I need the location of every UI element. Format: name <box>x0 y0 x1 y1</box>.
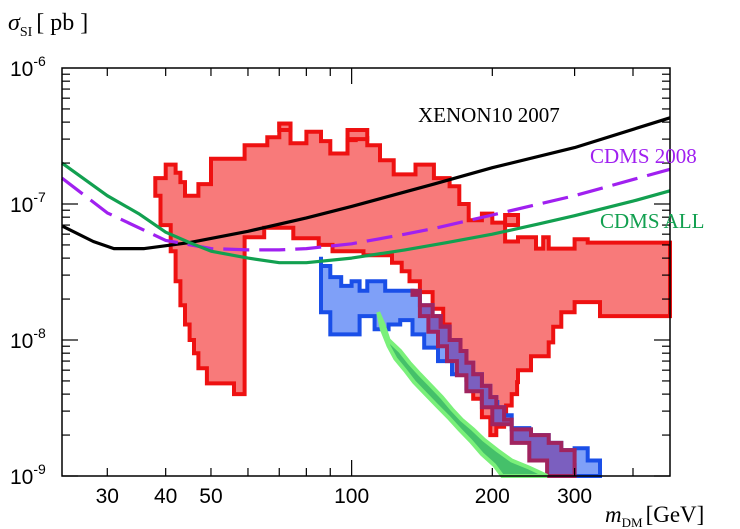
x-tick-label: 30 <box>96 485 119 508</box>
y-tick-label: 10-8 <box>10 325 46 353</box>
purple-region <box>410 288 577 478</box>
red-region-island-0 <box>277 121 293 133</box>
cdms-2008-label: CDMS 2008 <box>590 144 697 168</box>
axis-ticks: 10-9 10-8 10-7 10-6 30 40 50 100 200 300 <box>10 53 670 508</box>
y-tick-label: 10-9 <box>10 461 46 489</box>
cdms-all-curve <box>61 161 671 265</box>
allowed-regions <box>153 121 672 478</box>
x-tick-label: 300 <box>557 485 592 508</box>
x-tick-label: 200 <box>475 485 510 508</box>
red-region-island-1 <box>345 128 370 142</box>
y-tick-label: 10-7 <box>10 189 46 217</box>
red-region-island-2 <box>503 213 521 228</box>
red-region <box>153 121 672 438</box>
x-axis-label: mDM [GeV] <box>605 502 704 529</box>
exclusion-curves <box>61 116 671 265</box>
xenon10-2007-label: XENON10 2007 <box>418 103 560 127</box>
x-tick-label: 100 <box>334 485 369 508</box>
plot-frame <box>61 67 671 477</box>
y-tick-label: 10-6 <box>10 53 46 81</box>
cdms-all-label: CDMS ALL <box>600 209 704 233</box>
y-axis-label: σSI[ pb ] <box>8 10 88 40</box>
x-tick-label: 50 <box>199 485 222 508</box>
cdms-2008-curve <box>61 167 671 252</box>
xenon10-2007-curve <box>61 116 671 251</box>
x-tick-label: 40 <box>154 485 177 508</box>
